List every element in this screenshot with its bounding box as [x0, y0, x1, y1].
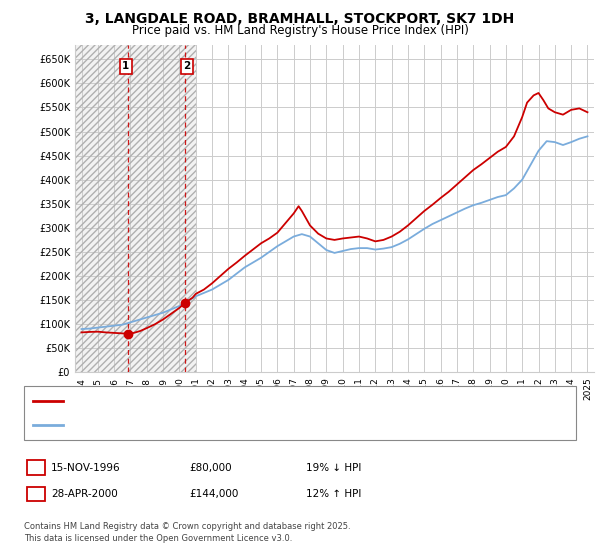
Text: 3, LANGDALE ROAD, BRAMHALL, STOCKPORT, SK7 1DH: 3, LANGDALE ROAD, BRAMHALL, STOCKPORT, S…: [85, 12, 515, 26]
Bar: [75, 45, 196, 372]
Text: HPI: Average price, detached house, Stockport: HPI: Average price, detached house, Stoc…: [69, 419, 297, 430]
Text: Price paid vs. HM Land Registry's House Price Index (HPI): Price paid vs. HM Land Registry's House …: [131, 24, 469, 37]
Text: 2: 2: [184, 62, 191, 72]
Bar: [75, 45, 196, 372]
Text: 1: 1: [32, 463, 40, 473]
Text: 12% ↑ HPI: 12% ↑ HPI: [306, 489, 361, 499]
Text: 3, LANGDALE ROAD, BRAMHALL, STOCKPORT, SK7 1DH (detached house): 3, LANGDALE ROAD, BRAMHALL, STOCKPORT, S…: [69, 396, 429, 407]
Text: 15-NOV-1996: 15-NOV-1996: [51, 463, 121, 473]
Text: 28-APR-2000: 28-APR-2000: [51, 489, 118, 499]
Text: 2: 2: [32, 489, 40, 499]
Text: 1: 1: [122, 62, 130, 72]
Text: Contains HM Land Registry data © Crown copyright and database right 2025.
This d: Contains HM Land Registry data © Crown c…: [24, 522, 350, 543]
Text: £80,000: £80,000: [189, 463, 232, 473]
Text: 19% ↓ HPI: 19% ↓ HPI: [306, 463, 361, 473]
Text: £144,000: £144,000: [189, 489, 238, 499]
